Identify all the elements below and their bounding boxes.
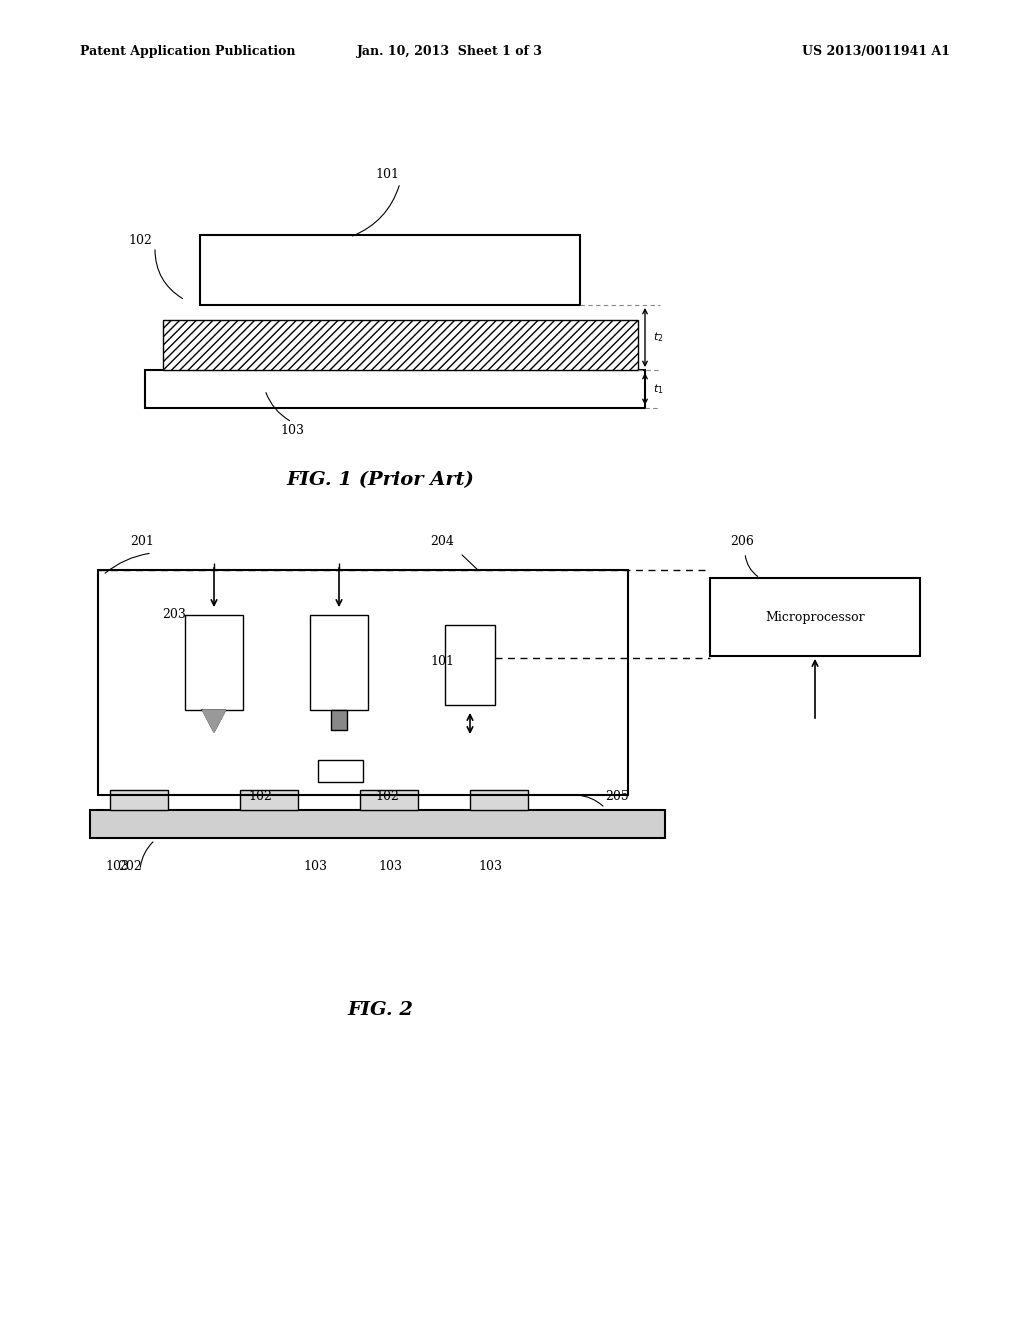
Text: Jan. 10, 2013  Sheet 1 of 3: Jan. 10, 2013 Sheet 1 of 3 <box>357 45 543 58</box>
FancyArrowPatch shape <box>266 392 290 421</box>
Text: 102: 102 <box>375 789 399 803</box>
Bar <box>331 710 347 730</box>
Bar <box>90 810 665 838</box>
Bar <box>710 578 920 656</box>
Text: 201: 201 <box>130 535 154 548</box>
Text: 102: 102 <box>248 789 272 803</box>
Text: 103: 103 <box>280 424 304 437</box>
FancyArrowPatch shape <box>462 554 478 570</box>
Bar <box>318 760 362 781</box>
Bar <box>163 319 638 370</box>
Text: 101: 101 <box>375 169 399 181</box>
FancyArrowPatch shape <box>352 186 399 236</box>
Text: $t_2$: $t_2$ <box>653 330 664 345</box>
Text: 101: 101 <box>430 655 454 668</box>
Bar <box>445 624 495 705</box>
Text: 202: 202 <box>118 861 141 873</box>
Text: 205: 205 <box>605 789 629 803</box>
Text: 204: 204 <box>430 535 454 548</box>
Text: FIG. 2: FIG. 2 <box>347 1001 413 1019</box>
Text: 103: 103 <box>478 861 502 873</box>
Bar <box>310 615 368 710</box>
Text: 206: 206 <box>730 535 754 548</box>
Text: Patent Application Publication: Patent Application Publication <box>80 45 296 58</box>
Polygon shape <box>203 710 225 733</box>
Bar <box>145 370 645 408</box>
Bar <box>360 789 418 810</box>
Bar <box>470 789 528 810</box>
Text: $t_1$: $t_1$ <box>653 381 664 396</box>
Bar <box>200 235 580 305</box>
FancyArrowPatch shape <box>155 249 182 298</box>
Bar <box>110 789 168 810</box>
Text: 102: 102 <box>128 234 152 247</box>
FancyArrowPatch shape <box>578 795 603 807</box>
Text: Microprocessor: Microprocessor <box>765 610 865 623</box>
Text: US 2013/0011941 A1: US 2013/0011941 A1 <box>802 45 950 58</box>
Text: 103: 103 <box>378 861 402 873</box>
FancyArrowPatch shape <box>140 842 153 867</box>
Text: 103: 103 <box>303 861 327 873</box>
Bar <box>98 570 628 795</box>
Text: FIG. 1 (Prior Art): FIG. 1 (Prior Art) <box>286 471 474 488</box>
Text: 103: 103 <box>105 861 129 873</box>
Bar <box>185 615 243 710</box>
FancyArrowPatch shape <box>105 553 150 573</box>
Text: 203: 203 <box>162 609 186 620</box>
Bar <box>240 789 298 810</box>
FancyArrowPatch shape <box>745 556 758 577</box>
